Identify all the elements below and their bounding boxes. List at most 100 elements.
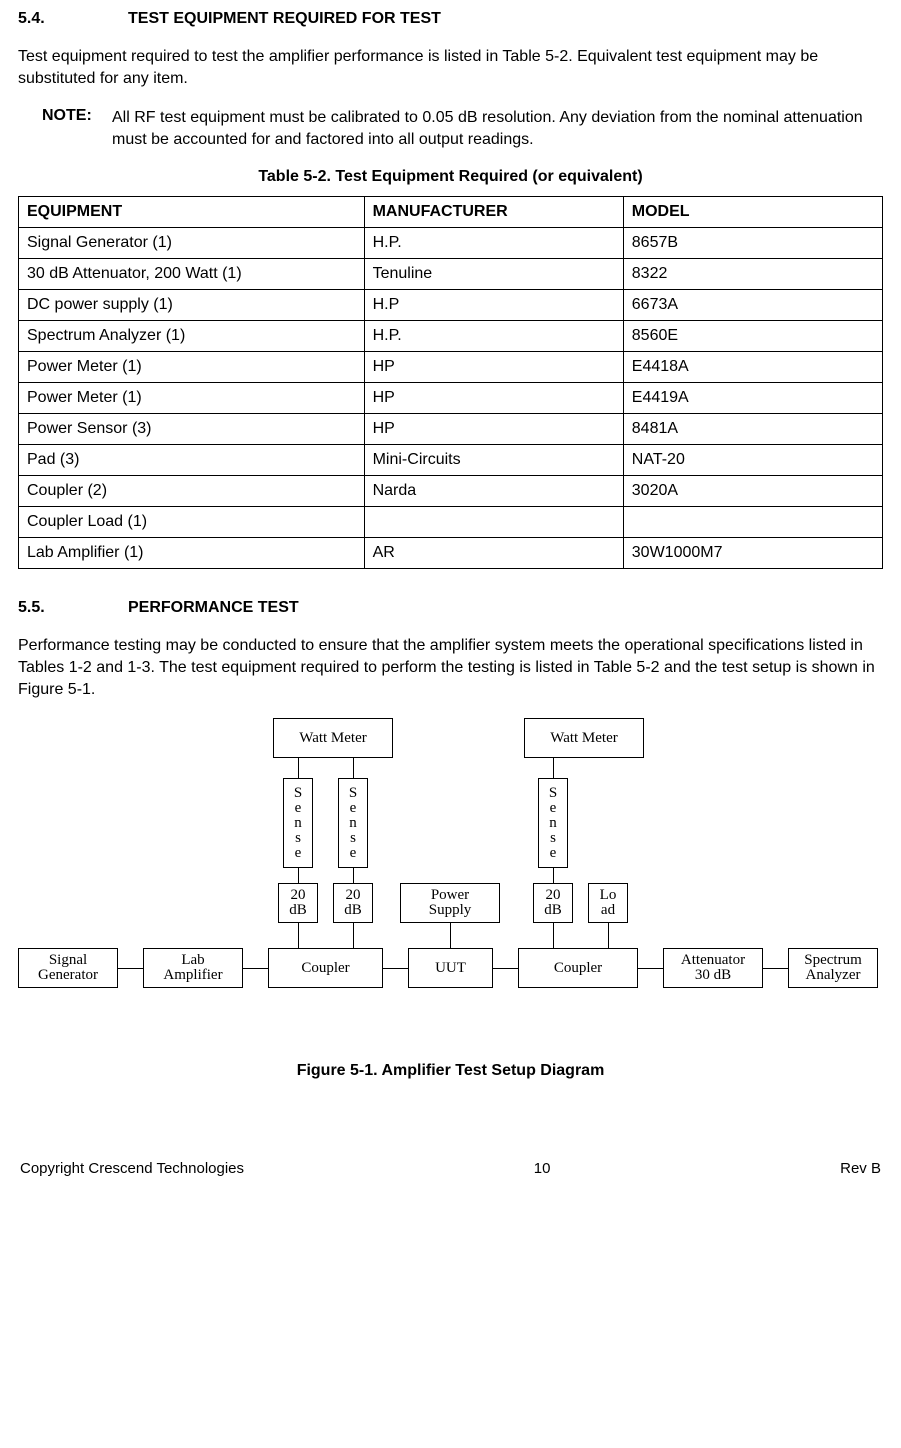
table-cell: Narda bbox=[364, 476, 623, 507]
table-header-manufacturer: MANUFACTURER bbox=[364, 197, 623, 228]
table-row: Spectrum Analyzer (1)H.P.8560E bbox=[19, 321, 883, 352]
footer-center: 10 bbox=[534, 1160, 551, 1177]
figure-5-1-diagram: Watt Meter Watt Meter Sense Sense Sense 20dB 2… bbox=[18, 718, 883, 1048]
note-body: All RF test equipment must be calibrated… bbox=[112, 107, 883, 150]
diagram-node-spectrum: SpectrumAnalyzer bbox=[788, 948, 878, 988]
note-label: NOTE: bbox=[42, 107, 112, 150]
table-cell: E4419A bbox=[623, 383, 882, 414]
diagram-node-pad-1: 20dB bbox=[278, 883, 318, 923]
table-cell: Coupler Load (1) bbox=[19, 507, 365, 538]
diagram-node-attenuator: Attenuator30 dB bbox=[663, 948, 763, 988]
table-cell: Power Sensor (3) bbox=[19, 414, 365, 445]
table-row: 30 dB Attenuator, 200 Watt (1)Tenuline83… bbox=[19, 259, 883, 290]
page-footer: Copyright Crescend Technologies 10 Rev B bbox=[18, 1160, 883, 1177]
table-cell: HP bbox=[364, 383, 623, 414]
diagram-connector bbox=[298, 758, 299, 778]
figure-5-1-caption: Figure 5-1. Amplifier Test Setup Diagram bbox=[18, 1062, 883, 1080]
table-row: Power Meter (1)HPE4419A bbox=[19, 383, 883, 414]
table-cell: Power Meter (1) bbox=[19, 352, 365, 383]
table-cell: DC power supply (1) bbox=[19, 290, 365, 321]
table-cell: Lab Amplifier (1) bbox=[19, 538, 365, 569]
table-row: Lab Amplifier (1)AR30W1000M7 bbox=[19, 538, 883, 569]
table-cell: E4418A bbox=[623, 352, 882, 383]
diagram-connector bbox=[353, 923, 354, 948]
diagram-node-pad-3: 20dB bbox=[533, 883, 573, 923]
table-cell: Tenuline bbox=[364, 259, 623, 290]
table-cell: 6673A bbox=[623, 290, 882, 321]
table-cell: Coupler (2) bbox=[19, 476, 365, 507]
diagram-node-sense-3: Sense bbox=[538, 778, 568, 868]
table-cell: 8481A bbox=[623, 414, 882, 445]
section-5-5-para: Performance testing may be conducted to … bbox=[18, 635, 883, 700]
table-cell: 8322 bbox=[623, 259, 882, 290]
table-cell bbox=[623, 507, 882, 538]
table-cell: Signal Generator (1) bbox=[19, 228, 365, 259]
diagram-node-load: Load bbox=[588, 883, 628, 923]
table-cell: H.P. bbox=[364, 228, 623, 259]
table-cell: H.P bbox=[364, 290, 623, 321]
diagram-node-pad-2: 20dB bbox=[333, 883, 373, 923]
table-row: Pad (3)Mini-CircuitsNAT-20 bbox=[19, 445, 883, 476]
section-5-5-heading: 5.5.PERFORMANCE TEST bbox=[18, 599, 883, 617]
note-block: NOTE: All RF test equipment must be cali… bbox=[18, 107, 883, 150]
section-5-4-para: Test equipment required to test the ampl… bbox=[18, 46, 883, 89]
table-header-equipment: EQUIPMENT bbox=[19, 197, 365, 228]
diagram-node-sense-2: Sense bbox=[338, 778, 368, 868]
diagram-connector bbox=[353, 758, 354, 778]
table-row: Power Sensor (3)HP8481A bbox=[19, 414, 883, 445]
section-5-5-num: 5.5. bbox=[18, 599, 128, 617]
diagram-node-coupler-1: Coupler bbox=[268, 948, 383, 988]
diagram-node-power-supply: PowerSupply bbox=[400, 883, 500, 923]
diagram-connector bbox=[118, 968, 143, 969]
section-5-5-title: PERFORMANCE TEST bbox=[128, 599, 299, 616]
diagram-node-uut: UUT bbox=[408, 948, 493, 988]
table-cell: Mini-Circuits bbox=[364, 445, 623, 476]
diagram-node-lab-amp: LabAmplifier bbox=[143, 948, 243, 988]
table-row: Coupler (2)Narda3020A bbox=[19, 476, 883, 507]
table-cell: Pad (3) bbox=[19, 445, 365, 476]
table-row: DC power supply (1)H.P6673A bbox=[19, 290, 883, 321]
diagram-node-watt-meter-1: Watt Meter bbox=[273, 718, 393, 758]
table-cell bbox=[364, 507, 623, 538]
table-cell: HP bbox=[364, 414, 623, 445]
diagram-connector bbox=[493, 968, 518, 969]
diagram-connector bbox=[638, 968, 663, 969]
diagram-connector bbox=[553, 758, 554, 778]
section-5-4-title: TEST EQUIPMENT REQUIRED FOR TEST bbox=[128, 10, 441, 27]
diagram-connector bbox=[553, 868, 554, 883]
diagram-connector bbox=[450, 923, 451, 948]
diagram-connector bbox=[298, 923, 299, 948]
table-header-row: EQUIPMENT MANUFACTURER MODEL bbox=[19, 197, 883, 228]
table-cell: 8560E bbox=[623, 321, 882, 352]
table-cell: HP bbox=[364, 352, 623, 383]
section-5-4-heading: 5.4.TEST EQUIPMENT REQUIRED FOR TEST bbox=[18, 10, 883, 28]
diagram-connector bbox=[243, 968, 268, 969]
table-cell: 30 dB Attenuator, 200 Watt (1) bbox=[19, 259, 365, 290]
diagram-connector bbox=[608, 923, 609, 948]
table-5-2: EQUIPMENT MANUFACTURER MODEL Signal Gene… bbox=[18, 196, 883, 569]
diagram-connector bbox=[298, 868, 299, 883]
table-cell: Spectrum Analyzer (1) bbox=[19, 321, 365, 352]
diagram-connector bbox=[763, 968, 788, 969]
table-header-model: MODEL bbox=[623, 197, 882, 228]
table-row: Coupler Load (1) bbox=[19, 507, 883, 538]
diagram-node-watt-meter-2: Watt Meter bbox=[524, 718, 644, 758]
diagram-connector bbox=[383, 968, 408, 969]
footer-left: Copyright Crescend Technologies bbox=[20, 1160, 244, 1177]
table-cell: 3020A bbox=[623, 476, 882, 507]
table-5-2-caption: Table 5-2. Test Equipment Required (or e… bbox=[18, 168, 883, 186]
table-cell: AR bbox=[364, 538, 623, 569]
table-row: Power Meter (1)HPE4418A bbox=[19, 352, 883, 383]
table-row: Signal Generator (1)H.P.8657B bbox=[19, 228, 883, 259]
footer-right: Rev B bbox=[840, 1160, 881, 1177]
diagram-node-sig-gen: SignalGenerator bbox=[18, 948, 118, 988]
diagram-node-coupler-2: Coupler bbox=[518, 948, 638, 988]
table-cell: H.P. bbox=[364, 321, 623, 352]
section-5-4-num: 5.4. bbox=[18, 10, 128, 28]
table-cell: Power Meter (1) bbox=[19, 383, 365, 414]
table-cell: NAT-20 bbox=[623, 445, 882, 476]
diagram-node-sense-1: Sense bbox=[283, 778, 313, 868]
diagram-connector bbox=[353, 868, 354, 883]
table-cell: 8657B bbox=[623, 228, 882, 259]
diagram-connector bbox=[553, 923, 554, 948]
